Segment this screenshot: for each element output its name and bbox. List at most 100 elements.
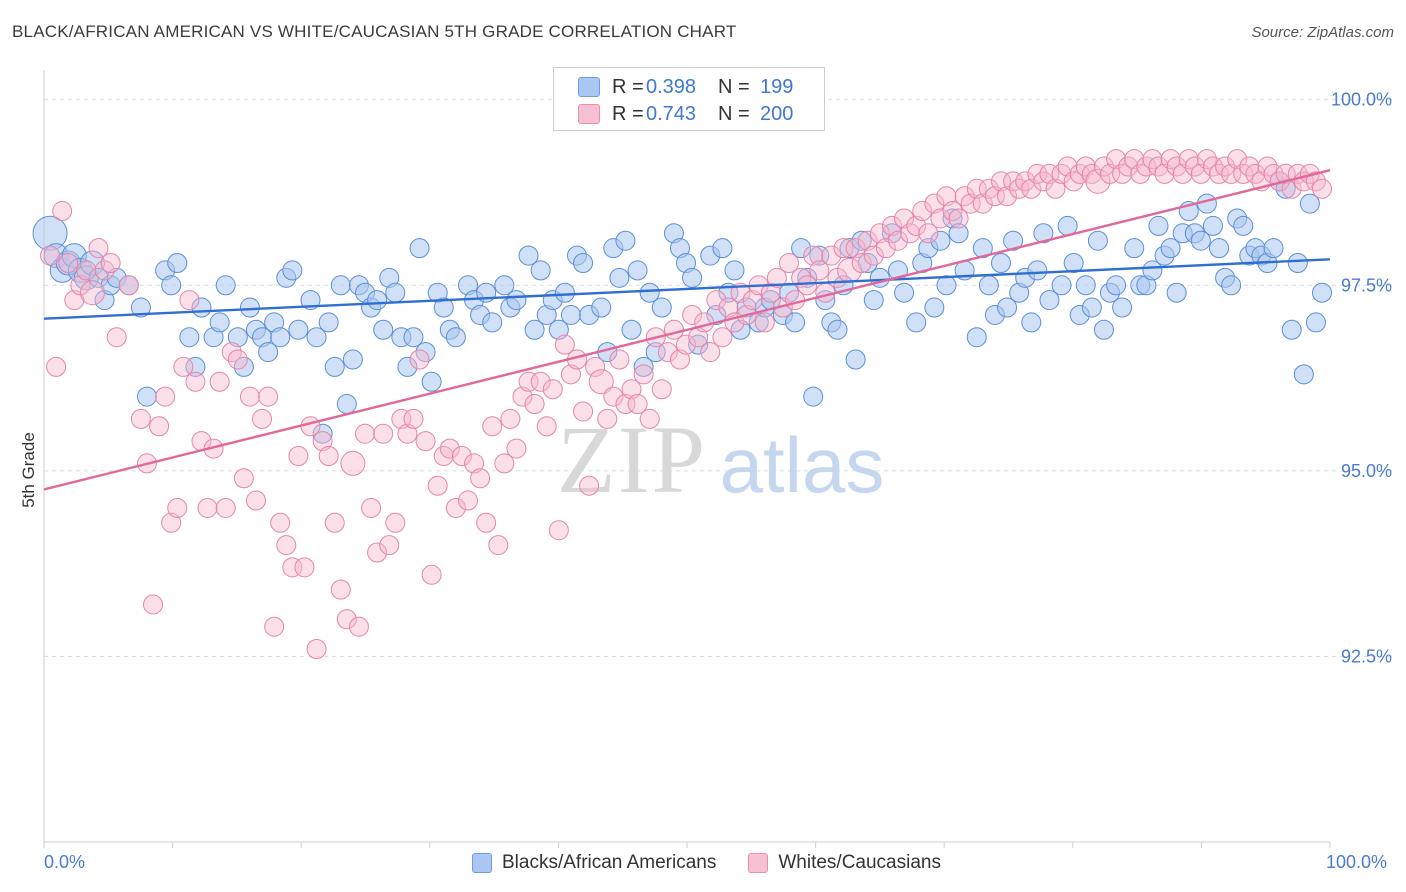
point-whites — [451, 446, 472, 466]
point-whites — [676, 334, 697, 355]
point-blacks — [215, 275, 236, 296]
point-whites — [742, 290, 763, 311]
grid-lines — [44, 99, 1392, 657]
point-whites — [409, 349, 430, 370]
point-whites — [682, 304, 703, 325]
series-blacks-points — [32, 171, 1332, 444]
point-whites — [209, 371, 230, 392]
point-blacks — [209, 312, 230, 333]
point-blacks — [367, 290, 388, 311]
point-whites — [694, 312, 715, 333]
legend-item-blacks[interactable]: Blacks/African Americans — [472, 852, 716, 874]
point-whites — [367, 542, 388, 563]
point-blacks — [403, 327, 424, 348]
point-whites — [766, 267, 787, 288]
point-whites — [778, 253, 799, 273]
point-whites — [445, 497, 466, 518]
point-blacks — [336, 394, 357, 415]
point-blacks — [258, 342, 279, 363]
point-whites — [457, 490, 478, 511]
legend-swatch-blacks — [578, 77, 600, 97]
point-whites — [155, 386, 176, 407]
point-whites — [215, 497, 236, 518]
point-whites — [984, 186, 1005, 207]
point-blacks — [936, 275, 957, 296]
point-whites — [494, 453, 515, 474]
point-whites — [506, 438, 527, 459]
point-whites — [439, 438, 460, 459]
point-blacks — [1093, 319, 1114, 340]
point-blacks — [1190, 230, 1211, 251]
x-tick-label-min: 0.0% — [44, 852, 86, 872]
point-blacks — [161, 275, 182, 296]
point-blacks — [990, 253, 1011, 273]
point-whites — [615, 394, 636, 415]
point-whites — [118, 275, 139, 296]
point-blacks — [318, 312, 339, 333]
point-whites — [651, 379, 672, 400]
point-blacks — [1293, 364, 1314, 385]
point-blacks — [306, 327, 327, 348]
point-blacks — [827, 319, 848, 340]
point-blacks — [227, 327, 248, 348]
point-blacks — [288, 319, 309, 340]
point-whites — [530, 371, 551, 392]
point-blacks — [803, 386, 824, 407]
point-blacks — [1305, 312, 1326, 333]
point-whites — [294, 557, 315, 578]
point-whites — [282, 557, 303, 578]
point-blacks — [330, 275, 351, 296]
point-whites — [869, 223, 890, 244]
point-whites — [627, 394, 648, 415]
legend-r-label: R = — [612, 102, 644, 125]
point-whites — [385, 512, 406, 533]
point-whites — [990, 171, 1011, 192]
point-whites — [669, 349, 690, 370]
point-blacks — [591, 297, 612, 318]
point-blacks — [421, 371, 442, 392]
point-whites — [361, 497, 382, 518]
point-whites — [488, 535, 509, 556]
point-blacks — [1202, 215, 1223, 236]
point-whites — [227, 349, 248, 370]
legend-r-label: R = — [612, 75, 644, 98]
point-whites — [264, 616, 285, 637]
point-blacks — [651, 297, 672, 318]
point-whites — [149, 416, 170, 437]
point-blacks — [130, 297, 151, 318]
point-blacks — [1075, 275, 1096, 296]
point-blacks — [1003, 230, 1024, 251]
legend-label-whites: Whites/Caucasians — [778, 852, 941, 873]
point-blacks — [482, 312, 503, 333]
point-whites — [106, 327, 127, 348]
point-blacks — [809, 245, 830, 266]
point-whites — [930, 208, 951, 229]
point-whites — [167, 497, 188, 518]
x-tick-label-max: 100.0% — [1326, 852, 1388, 872]
point-whites — [464, 453, 485, 474]
point-whites — [130, 408, 151, 429]
point-whites — [373, 423, 394, 444]
point-blacks — [385, 282, 406, 303]
point-whites — [1057, 156, 1078, 177]
point-blacks — [978, 275, 999, 296]
point-whites — [1312, 178, 1332, 199]
legend-n-label: N = — [718, 75, 750, 98]
point-whites — [512, 386, 533, 407]
point-whites — [324, 512, 345, 533]
point-whites — [330, 579, 351, 600]
point-blacks — [300, 290, 321, 311]
legend-n-label: N = — [718, 102, 750, 125]
point-blacks — [972, 238, 993, 259]
point-whites — [1085, 168, 1111, 194]
axes — [43, 70, 1331, 848]
point-whites — [621, 379, 642, 400]
point-blacks — [863, 290, 884, 311]
point-blacks — [1087, 230, 1108, 251]
point-whites — [476, 512, 497, 533]
point-whites — [58, 253, 79, 273]
point-whites — [579, 475, 600, 496]
legend-item-whites[interactable]: Whites/Caucasians — [748, 852, 941, 874]
point-whites — [270, 512, 291, 533]
